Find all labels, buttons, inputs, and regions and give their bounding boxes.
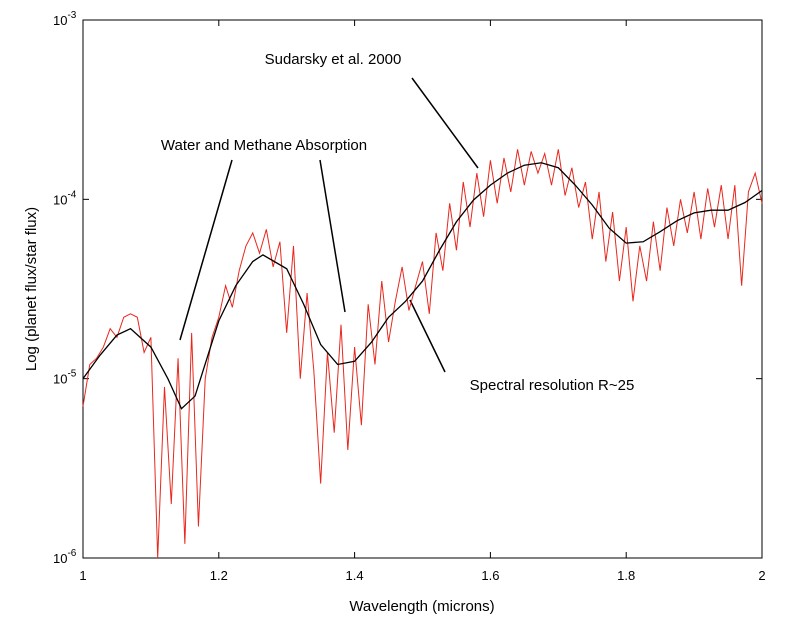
x-tick-label: 1.6 [481,568,499,583]
y-axis-label: Log (planet flux/star flux) [23,207,40,371]
annotation-line [409,299,446,373]
annotation-line [319,159,346,313]
x-tick-label: 2 [758,568,765,583]
y-tick-exponent: -5 [67,369,76,380]
y-tick-label: 10-6 [53,548,77,566]
x-tick-label: 1.8 [617,568,635,583]
y-tick-exponent: -4 [67,189,76,200]
y-tick-base: 10 [53,13,67,28]
y-tick-exponent: -3 [67,10,76,21]
x-axis-label: Wavelength (microns) [349,598,494,615]
y-tick-base: 10 [53,551,67,566]
y-tick-base: 10 [53,192,67,207]
x-tick-label: 1 [79,568,86,583]
series-line [82,149,763,559]
y-tick-base: 10 [53,372,67,387]
annotation: Water and Methane Absorption [161,137,367,154]
annotation: Sudarsky et al. 2000 [265,51,402,68]
annotation-line [411,77,479,169]
x-tick-label: 1.2 [210,568,228,583]
series-line [82,162,763,410]
y-tick-label: 10-3 [53,10,77,28]
y-tick-label: 10-5 [53,369,77,387]
annotation-line [179,159,233,341]
annotation: Spectral resolution R~25 [470,377,635,394]
y-tick-label: 10-4 [53,189,77,207]
y-tick-exponent: -6 [67,548,76,559]
plot-frame [82,19,763,559]
x-tick-label: 1.4 [346,568,364,583]
